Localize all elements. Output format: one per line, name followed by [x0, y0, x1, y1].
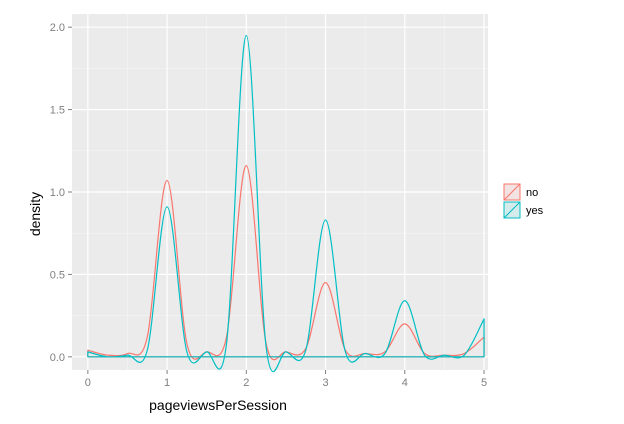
legend-key-line [503, 201, 521, 219]
legend-label: no [526, 187, 538, 199]
density-curve-yes [87, 34, 485, 373]
y-tick-label: 0.5 [50, 269, 65, 281]
density-curves [87, 34, 485, 373]
y-tick-label: 2.0 [50, 22, 65, 34]
legend: no yes [502, 182, 544, 220]
y-axis-title: density [27, 192, 43, 236]
x-tick-label: 4 [402, 377, 408, 389]
x-tick-label: 5 [481, 377, 487, 389]
legend-item-yes: yes [502, 200, 544, 220]
legend-key-line [503, 183, 521, 201]
x-tick-label: 3 [322, 377, 328, 389]
y-tick-label: 1.5 [50, 105, 65, 117]
y-tick-label: 0.0 [50, 352, 65, 364]
x-axis-title: pageviewsPerSession [149, 397, 287, 413]
legend-item-no: no [502, 182, 538, 202]
x-tick-label: 2 [243, 377, 249, 389]
x-axis: 0 1 2 3 4 5 [85, 370, 487, 389]
x-tick-label: 0 [85, 377, 91, 389]
legend-label: yes [526, 205, 544, 217]
x-tick-label: 1 [164, 377, 170, 389]
y-tick-label: 1.0 [50, 187, 65, 199]
y-axis: 0.0 0.5 1.0 1.5 2.0 [50, 22, 72, 364]
